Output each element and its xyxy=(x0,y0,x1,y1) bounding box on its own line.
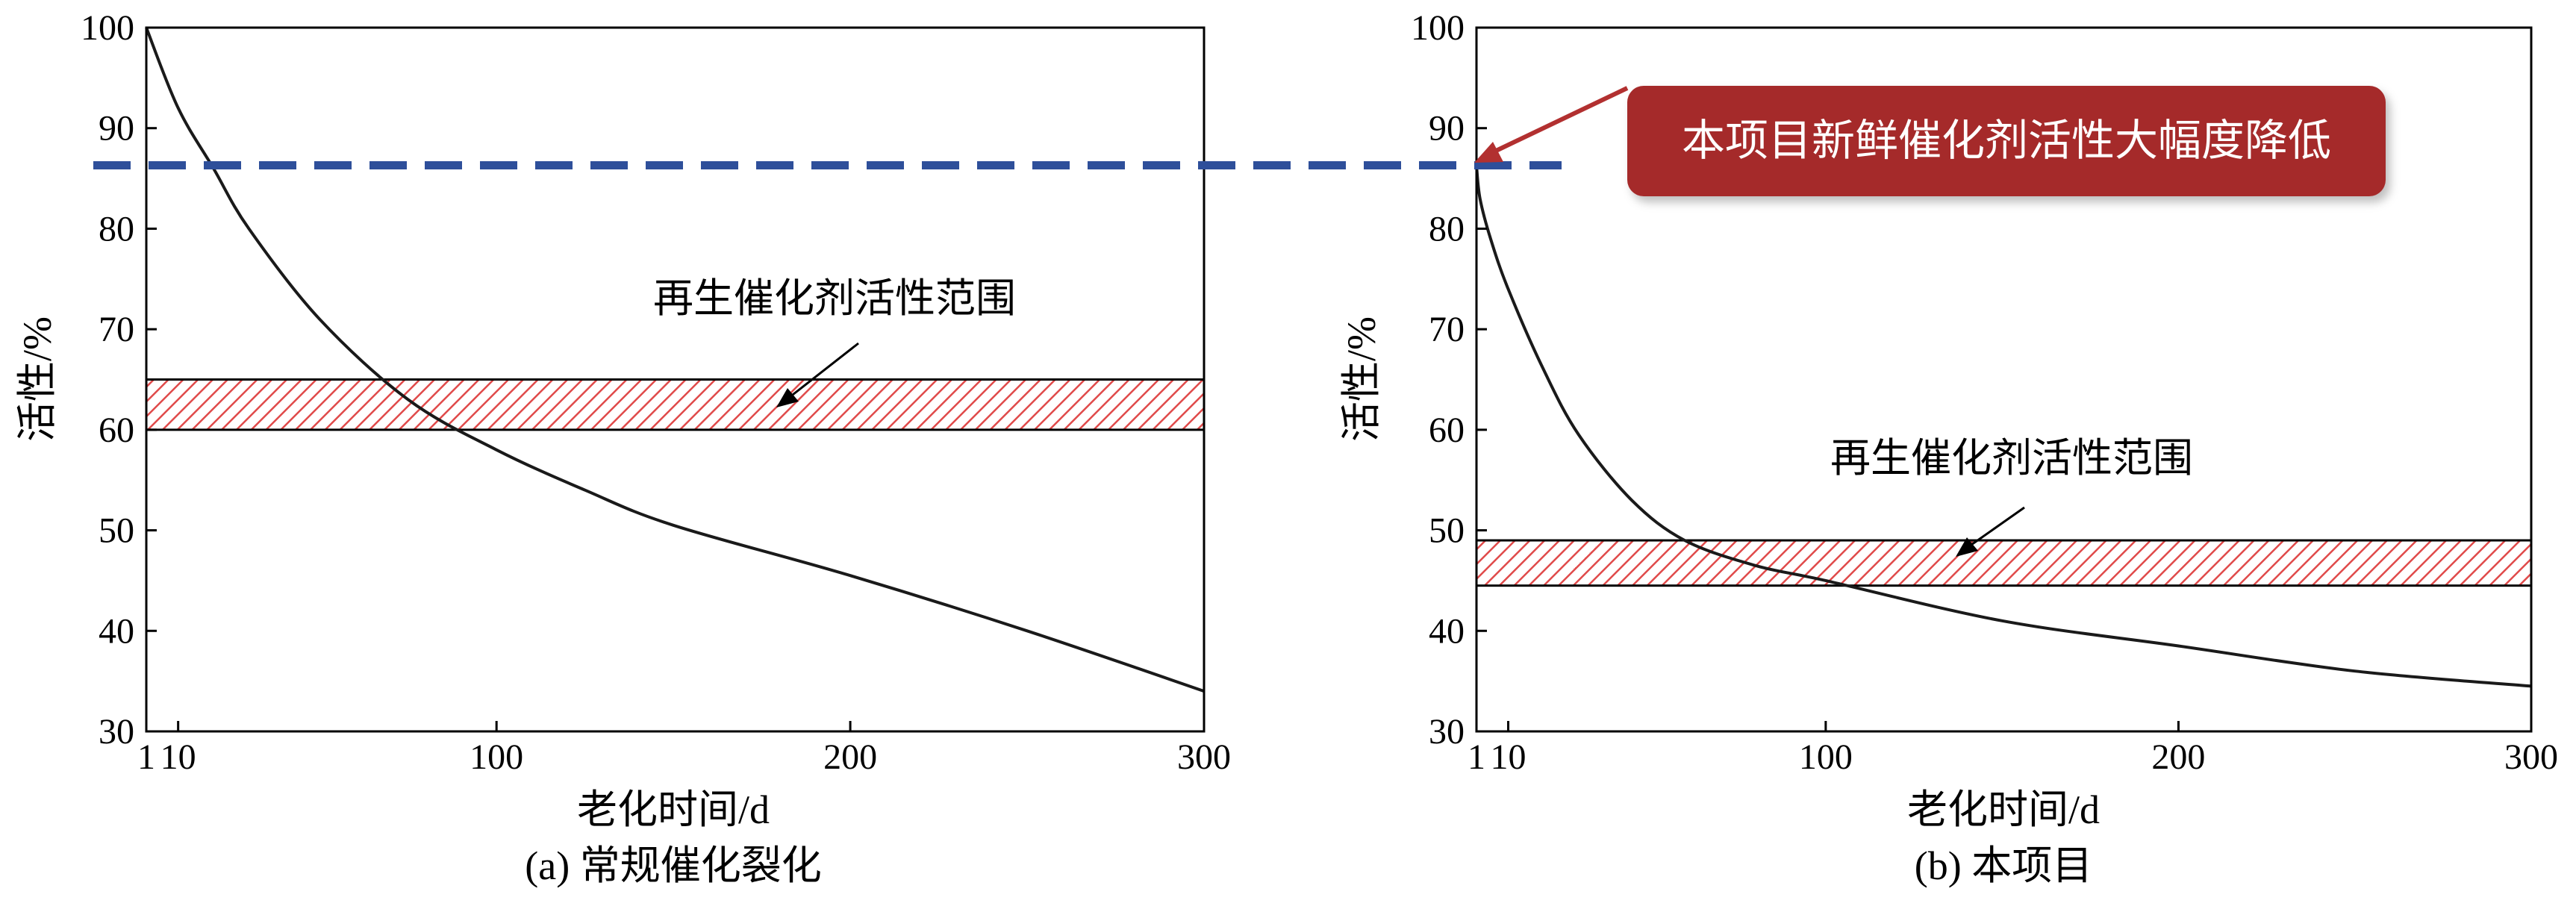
y-tick-label: 100 xyxy=(81,8,134,48)
y-tick-label: 90 xyxy=(99,109,134,149)
x-tick-label: 10 xyxy=(160,737,196,777)
x-tick-label: 300 xyxy=(1177,737,1231,777)
callout-box xyxy=(1627,86,2386,196)
panel-a-caption: (a) 常规催化裂化 xyxy=(525,843,821,888)
panel-a-curve xyxy=(145,27,1205,693)
x-tick-label: 10 xyxy=(1491,737,1526,777)
panel-a-y-axis-label: 活性/% xyxy=(15,316,60,442)
x-tick-label: 300 xyxy=(2504,737,2558,777)
y-tick-label: 50 xyxy=(99,511,134,551)
callout-arrow xyxy=(1491,86,1629,154)
panel-a-band-arrow xyxy=(776,342,859,407)
y-tick-label: 100 xyxy=(1411,8,1465,48)
panel-b-plot-frame xyxy=(1475,26,2533,733)
panel-b-x-axis-label: 老化时间/d xyxy=(1907,787,2100,832)
panel-a-axes: 30 40 50 60 70 80 90 100 1 10 100 200 300 xyxy=(81,8,1231,777)
panel-b-axes: 30 40 50 60 70 80 90 100 1 10 100 200 300 xyxy=(1411,8,2558,777)
y-tick-label: 90 xyxy=(1429,109,1465,149)
y-tick-label: 40 xyxy=(99,611,134,651)
y-tick-label: 50 xyxy=(1429,511,1465,551)
x-tick-label: 1 xyxy=(137,737,155,777)
panel-b-curve xyxy=(1475,165,2532,688)
y-tick-label: 30 xyxy=(1429,712,1465,752)
x-tick-label: 100 xyxy=(1799,737,1853,777)
panel-b-caption: (b) 本项目 xyxy=(1915,843,2092,888)
y-tick-label: 60 xyxy=(1429,410,1465,450)
panel-b-y-axis-label: 活性/% xyxy=(1339,316,1384,442)
callout: 本项目新鲜催化剂活性大幅度降低 xyxy=(1474,86,2386,196)
y-tick-label: 40 xyxy=(1429,611,1465,651)
y-tick-label: 60 xyxy=(99,410,134,450)
x-tick-label: 1 xyxy=(1468,737,1485,777)
panel-b-band xyxy=(1475,539,2533,587)
x-tick-label: 200 xyxy=(823,737,877,777)
panel-a-plot-frame xyxy=(145,26,1206,733)
callout-arrowhead xyxy=(1474,142,1503,163)
panel-a-x-axis-label: 老化时间/d xyxy=(577,787,770,832)
y-tick-label: 80 xyxy=(99,209,134,249)
x-tick-label: 100 xyxy=(470,737,523,777)
y-tick-label: 80 xyxy=(1429,209,1465,249)
panel-a-band xyxy=(145,378,1206,431)
panel-b-band-label: 再生催化剂活性范围 xyxy=(1830,436,2193,481)
y-tick-label: 70 xyxy=(99,310,134,349)
x-tick-label: 200 xyxy=(2151,737,2205,777)
y-tick-label: 70 xyxy=(1429,310,1465,349)
y-tick-label: 30 xyxy=(99,712,134,752)
callout-text: 本项目新鲜催化剂活性大幅度降低 xyxy=(1682,116,2331,165)
panel-b-band-arrow xyxy=(1956,506,2025,557)
panel-a-band-label: 再生催化剂活性范围 xyxy=(653,276,1016,321)
